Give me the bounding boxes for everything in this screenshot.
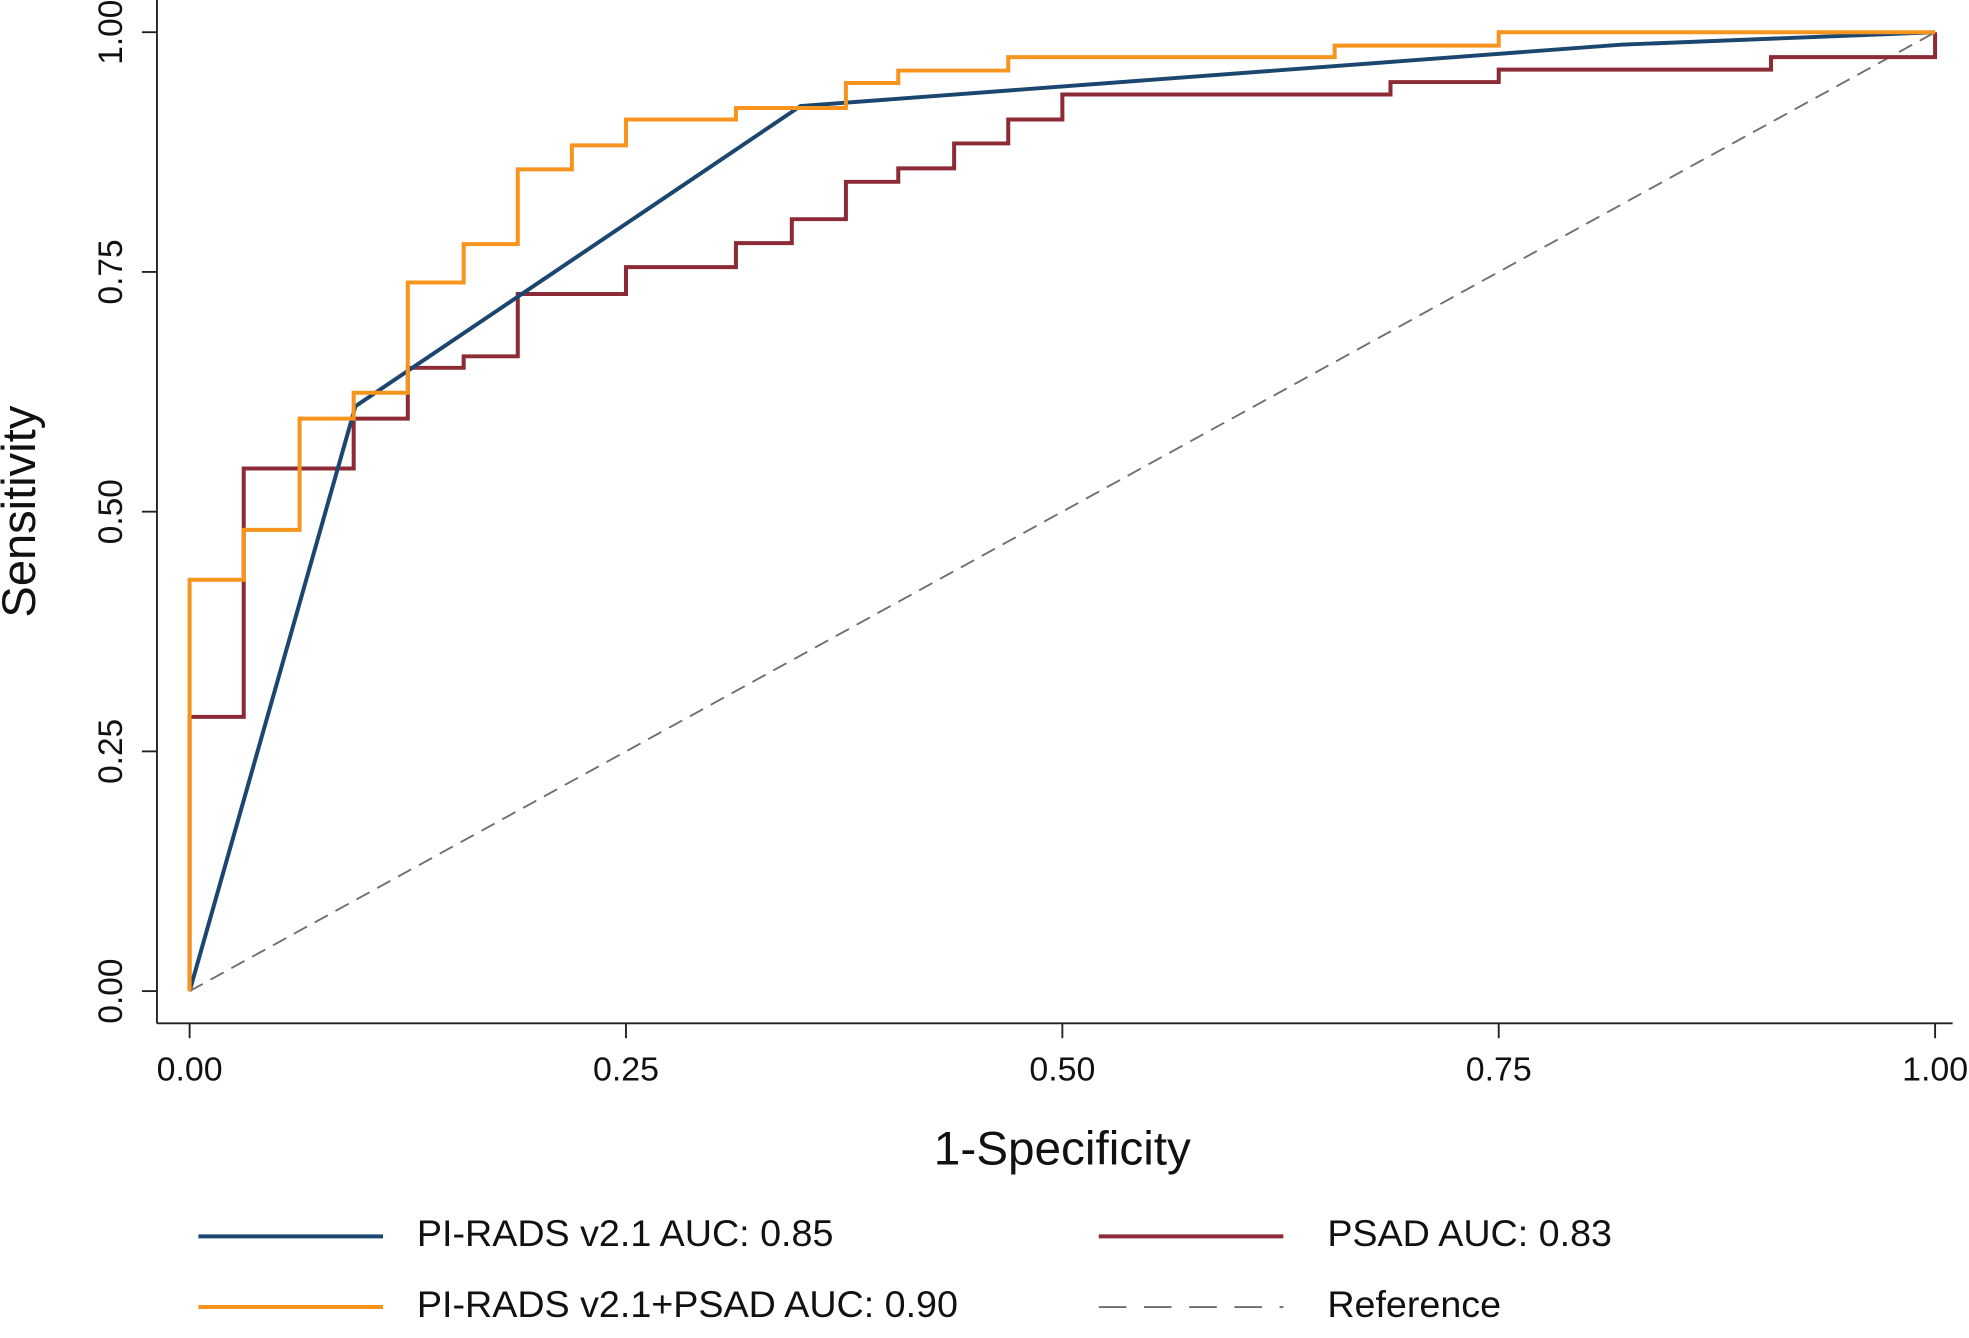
y-axis-title: Sensitivity bbox=[0, 405, 46, 617]
roc-line bbox=[189, 31, 1936, 992]
x-tick-label: 0.75 bbox=[1466, 1052, 1532, 1089]
x-tick-label: 0.00 bbox=[157, 1052, 223, 1089]
y-tick-label: 0.00 bbox=[93, 959, 130, 1024]
x-tick-label: 0.50 bbox=[1029, 1052, 1095, 1089]
y-tick-label: 0.25 bbox=[93, 719, 130, 784]
legend-label: PI-RADS v2.1 AUC: 0.85 bbox=[417, 1212, 834, 1254]
x-tick-label: 0.25 bbox=[593, 1052, 659, 1089]
roc-line bbox=[187, 32, 1938, 992]
roc-line bbox=[187, 30, 1936, 992]
y-tick-label: 0.75 bbox=[93, 239, 130, 304]
legend-label: PSAD AUC: 0.83 bbox=[1327, 1212, 1612, 1254]
x-tick-label: 1.00 bbox=[1902, 1052, 1968, 1089]
legend-label: PI-RADS v2.1+PSAD AUC: 0.90 bbox=[417, 1283, 958, 1325]
y-tick-label: 0.50 bbox=[93, 479, 130, 544]
legend-label: Reference bbox=[1327, 1283, 1501, 1325]
y-tick-label: 1.00 bbox=[93, 0, 130, 65]
x-axis-title: 1-Specificity bbox=[934, 1123, 1191, 1176]
